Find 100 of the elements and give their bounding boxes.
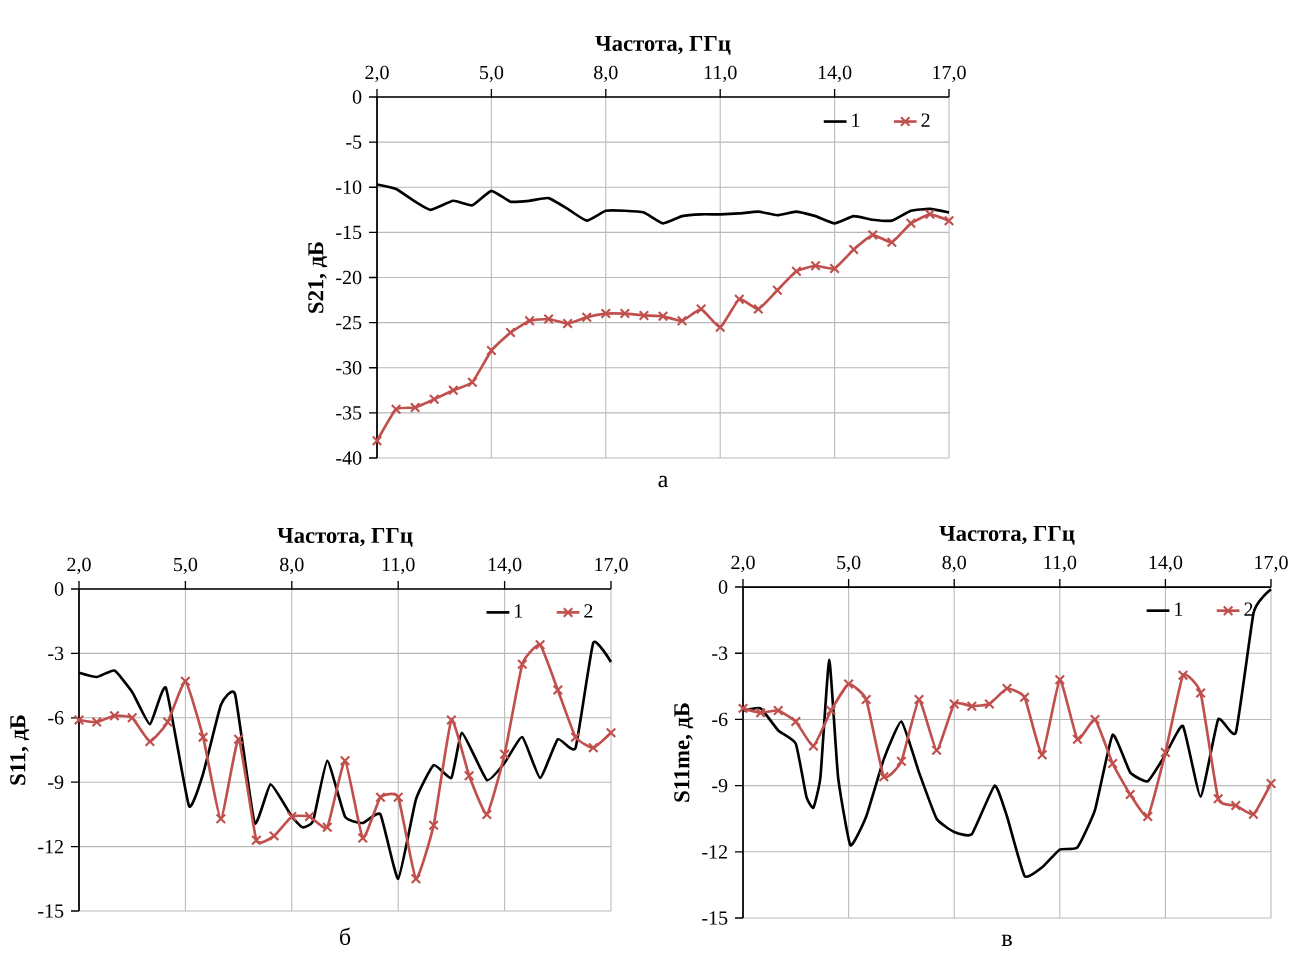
- point: [1248, 808, 1259, 820]
- point: [447, 385, 459, 396]
- point: [867, 229, 879, 241]
- point: [619, 308, 631, 319]
- point: [1230, 800, 1242, 811]
- point: [810, 260, 821, 272]
- point: [109, 710, 120, 721]
- point: [428, 394, 440, 405]
- point: [924, 209, 936, 220]
- point: [91, 716, 103, 728]
- point: [1177, 669, 1189, 681]
- point: [357, 832, 369, 844]
- point: [390, 403, 402, 415]
- y-tick-label: -3: [48, 646, 64, 661]
- x-tick-label: 17,0: [933, 65, 966, 83]
- point: [467, 376, 478, 388]
- x-tick-label: 11,0: [704, 65, 737, 83]
- point: [162, 716, 173, 728]
- point: [486, 345, 497, 356]
- legend-label: 2: [584, 604, 593, 618]
- x-tick-label: 8,0: [280, 557, 304, 575]
- x-tick-label: 2,0: [365, 65, 389, 83]
- point: [1124, 789, 1136, 800]
- x-axis-title: Частота, ГГц: [277, 527, 413, 547]
- text: в: [1001, 934, 1012, 946]
- point: [410, 873, 422, 885]
- point: [714, 321, 726, 333]
- y-tick-label: -15: [38, 904, 64, 918]
- point: [772, 705, 784, 716]
- point: [984, 698, 995, 710]
- point: [409, 402, 421, 413]
- point: [753, 303, 764, 315]
- point: [733, 293, 745, 305]
- point: [676, 315, 688, 327]
- x-tick-label: 2,0: [67, 557, 91, 575]
- y-tick-label: -10: [336, 180, 362, 194]
- x-tick-label: 14,0: [1149, 555, 1183, 573]
- point: [446, 714, 457, 726]
- point: [233, 733, 244, 745]
- point: [144, 736, 156, 747]
- y-tick-label: 0: [352, 90, 362, 104]
- x-tick-label: 14,0: [488, 557, 522, 575]
- point: [581, 311, 593, 323]
- point: [860, 694, 872, 705]
- point: [790, 716, 802, 727]
- x-axis-title: Частота, ГГц: [939, 525, 1075, 545]
- text: б: [340, 927, 351, 946]
- point: [657, 311, 669, 322]
- point: [215, 813, 227, 825]
- point: [517, 658, 528, 670]
- y-axis-title: S11me, дБ: [674, 703, 694, 802]
- y-tick-label: -15: [336, 225, 362, 240]
- point: [543, 313, 554, 325]
- point: [829, 263, 840, 274]
- y-tick-label: -6: [712, 712, 728, 727]
- y-tick-label: -20: [336, 270, 362, 285]
- point: [1054, 674, 1066, 685]
- point: [931, 744, 942, 756]
- point: [1036, 749, 1048, 761]
- x-tick-label: 5,0: [174, 557, 198, 575]
- point: [570, 731, 581, 743]
- point: [943, 215, 955, 226]
- point: [605, 727, 617, 739]
- y-axis-title: S21, дБ: [308, 242, 328, 313]
- point: [1212, 793, 1224, 805]
- x-axis-title: Частота, ГГц: [595, 35, 731, 55]
- x-tick-label: 5,0: [480, 65, 504, 83]
- legend-label: 1: [1175, 602, 1183, 616]
- x-tick-label: 14,0: [818, 65, 852, 83]
- point: [375, 791, 386, 803]
- y-tick-label: -15: [702, 911, 728, 925]
- point: [896, 756, 907, 767]
- point: [371, 435, 383, 447]
- point: [392, 791, 404, 803]
- legend-label: 1: [852, 113, 860, 127]
- point: [755, 707, 766, 719]
- legend-label: 2: [921, 113, 930, 127]
- point: [534, 639, 546, 651]
- point: [1107, 758, 1118, 769]
- point: [638, 310, 650, 321]
- point: [197, 731, 209, 743]
- point: [737, 703, 749, 714]
- y-tick-label: 0: [718, 580, 728, 594]
- y-tick-label: -12: [38, 839, 63, 854]
- point: [499, 748, 510, 760]
- point: [1001, 683, 1013, 694]
- y-tick-label: -35: [336, 406, 362, 420]
- x-tick-label: 8,0: [594, 65, 618, 83]
- point: [1019, 692, 1030, 703]
- point: [180, 676, 191, 687]
- point: [126, 712, 138, 724]
- point: [886, 237, 898, 248]
- y-axis-title: S11, дБ: [10, 715, 30, 785]
- legend-label: 2: [1244, 602, 1253, 616]
- point: [1265, 778, 1277, 789]
- x-tick-label: 17,0: [595, 557, 628, 575]
- point: [587, 742, 599, 754]
- point: [1089, 714, 1101, 725]
- point: [878, 771, 890, 783]
- point: [552, 684, 564, 696]
